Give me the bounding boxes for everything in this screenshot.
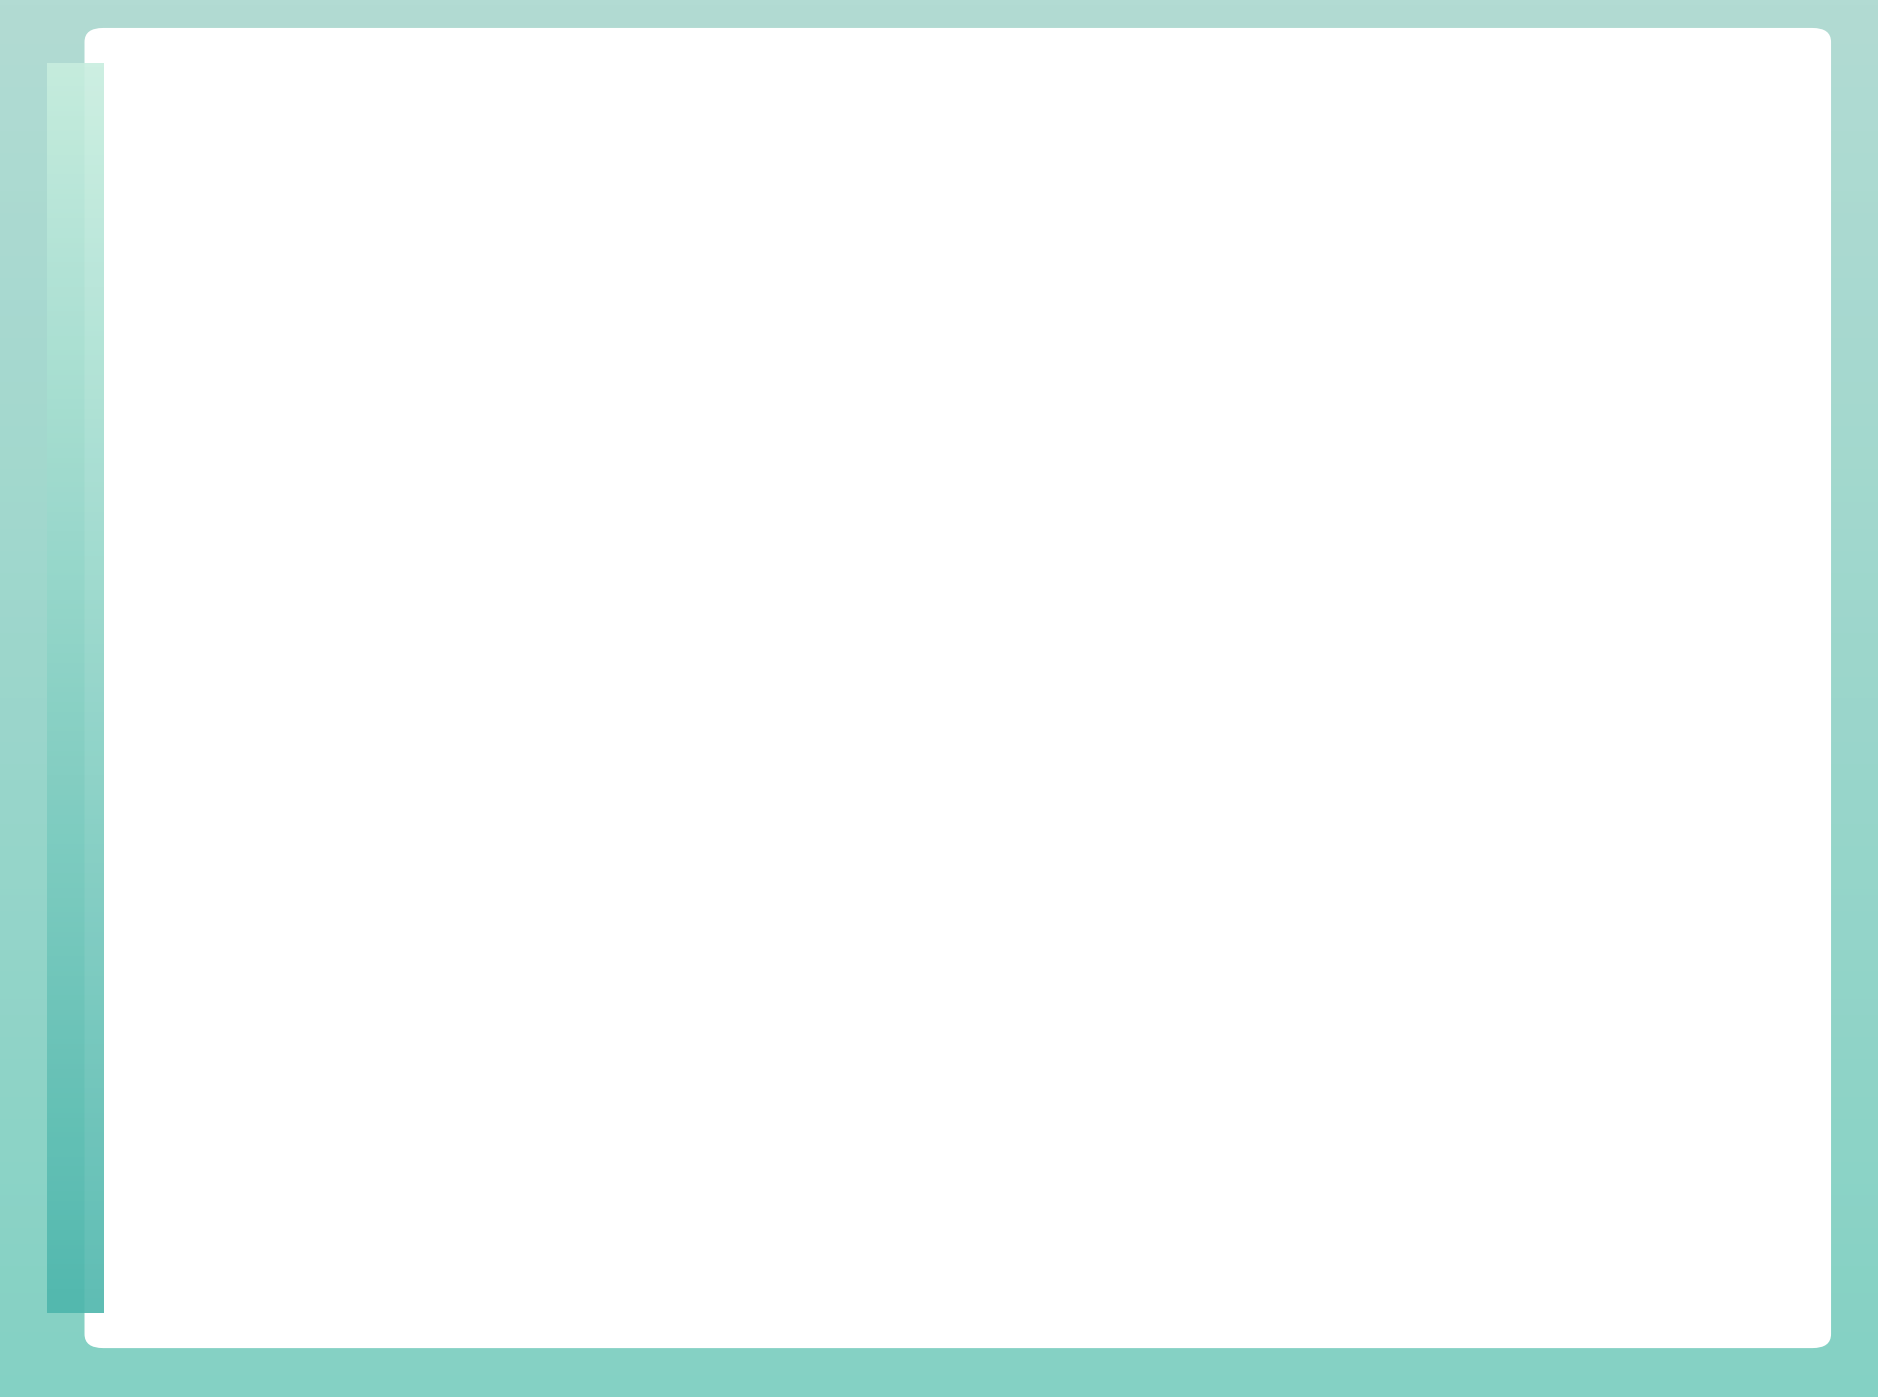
FancyBboxPatch shape [644, 890, 1812, 1112]
Text: 14.4 million: 14.4 million [766, 319, 930, 346]
Text: 659 thousand
51,9% search traffic: 659 thousand 51,9% search traffic [1469, 971, 1748, 1031]
Text: immobiliare.it: immobiliare.it [257, 299, 488, 327]
Text: compass.com: compass.com [263, 967, 485, 995]
FancyBboxPatch shape [103, 444, 644, 666]
FancyBboxPatch shape [103, 666, 644, 890]
Text: 2,8 million
56,2% search traffic: 2,8 million 56,2% search traffic [1469, 747, 1748, 809]
Text: primelocation.com: primelocation.com [220, 521, 526, 549]
Text: 813,000: 813,000 [1166, 542, 1281, 570]
Text: Italy, growth since 2014: Italy, growth since 2014 [239, 369, 507, 388]
Text: immobilienscout24.de: immobilienscout24.de [192, 1189, 556, 1217]
Text: 4,2 million
40,1% search traffic: 4,2 million 40,1% search traffic [1469, 303, 1748, 363]
Text: US, growth since 2015: US, growth since 2015 [248, 1035, 500, 1056]
FancyBboxPatch shape [644, 444, 1812, 666]
Text: 608,000: 608,000 [1166, 1208, 1281, 1236]
Text: 1.64 million: 1.64 million [766, 1208, 930, 1236]
FancyBboxPatch shape [103, 42, 1812, 222]
FancyBboxPatch shape [644, 222, 1812, 444]
Text: UK, growth since 2017: UK, growth since 2017 [248, 591, 500, 610]
FancyBboxPatch shape [644, 1112, 1812, 1334]
Text: 6.79 million: 6.79 million [766, 764, 930, 792]
Text: 4.93 million: 4.93 million [766, 542, 930, 570]
Text: Traffic on Ahrefs
and Similarweb: Traffic on Ahrefs and Similarweb [1478, 102, 1737, 162]
FancyBboxPatch shape [103, 890, 644, 1112]
Text: 827,000: 827,000 [1166, 319, 1281, 346]
FancyBboxPatch shape [644, 666, 1812, 890]
Text: Germany, growth since 2014: Germany, growth since 2014 [212, 1257, 535, 1278]
FancyBboxPatch shape [85, 28, 1831, 1348]
Text: 6.73 million: 6.73 million [766, 986, 930, 1014]
FancyBboxPatch shape [103, 1112, 644, 1334]
FancyBboxPatch shape [103, 222, 644, 444]
Text: onthemarket.com: onthemarket.com [227, 745, 518, 773]
Text: 1,1 million
74,3% search traffic: 1,1 million 74,3% search traffic [1469, 525, 1748, 585]
Text: 2 million: 2 million [1164, 986, 1283, 1014]
Text: 284,000: 284,000 [1166, 764, 1281, 792]
Text: UK, growth since 2015: UK, growth since 2015 [248, 813, 500, 833]
Text: Keywords
in Google: Keywords in Google [1147, 102, 1300, 162]
Text: 10,2 million
30,9% search traffic: 10,2 million 30,9% search traffic [1467, 1193, 1748, 1253]
Text: Google Pages: Google Pages [742, 117, 954, 145]
